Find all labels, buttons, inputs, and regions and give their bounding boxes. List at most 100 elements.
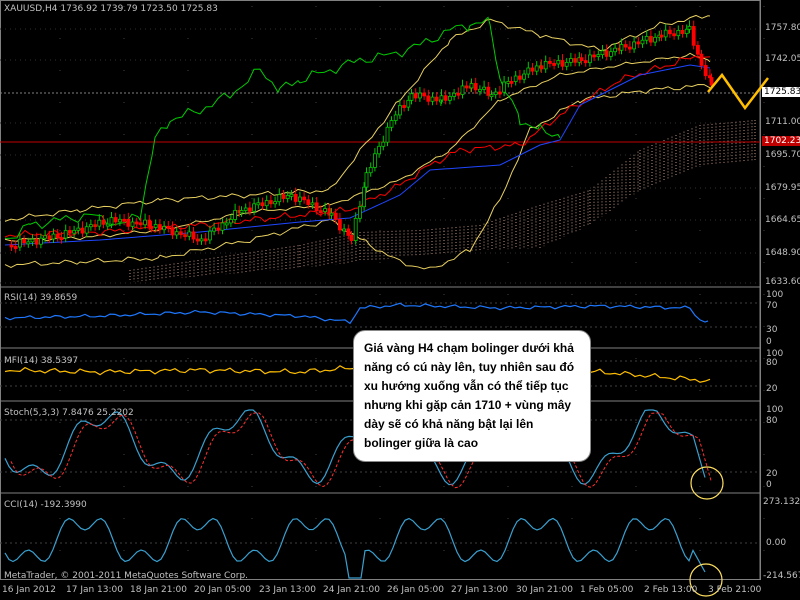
bearish-candle bbox=[402, 105, 407, 108]
bearish-candle bbox=[203, 238, 208, 242]
bearish-candle bbox=[93, 224, 97, 228]
mfi-level: 100 bbox=[766, 349, 784, 359]
bearish-candle bbox=[579, 57, 584, 61]
bullish-candle bbox=[502, 81, 507, 93]
bullish-candle bbox=[256, 202, 261, 206]
bullish-candle bbox=[17, 239, 22, 248]
stoch-header: Stoch(5,3,3) 7.8476 25.2202 bbox=[4, 408, 134, 418]
time-label: 26 Jan 05:00 bbox=[387, 585, 444, 595]
bullish-candle bbox=[143, 219, 148, 226]
bullish-candle bbox=[72, 229, 76, 234]
bullish-candle bbox=[342, 228, 347, 232]
bullish-candle bbox=[506, 81, 511, 84]
bollinger-upper-band bbox=[4, 14, 711, 222]
bearish-candle bbox=[247, 207, 252, 212]
bearish-candle bbox=[628, 46, 632, 50]
moving-average-blue bbox=[4, 64, 711, 246]
bearish-candle bbox=[703, 65, 708, 77]
bullish-candle bbox=[389, 120, 394, 128]
price-label: 1648.90 bbox=[765, 248, 800, 258]
bearish-candle bbox=[55, 233, 60, 238]
price-label: 1757.80 bbox=[765, 23, 800, 33]
bullish-candle bbox=[84, 226, 89, 234]
bearish-candle bbox=[464, 85, 469, 89]
bullish-candle bbox=[285, 195, 290, 199]
price-label: 1633.60 bbox=[765, 277, 800, 287]
bollinger-middle-band bbox=[4, 52, 711, 242]
bearish-candle bbox=[530, 67, 535, 72]
bullish-candle bbox=[187, 231, 192, 237]
time-label: 20 Jan 05:00 bbox=[194, 585, 251, 595]
bearish-candle bbox=[47, 235, 52, 240]
rsi-line bbox=[4, 302, 709, 325]
bullish-candle bbox=[406, 99, 411, 108]
rsi-header: RSI(14) 39.8659 bbox=[4, 293, 78, 303]
stoch-highlight-circle bbox=[690, 466, 724, 500]
cci-level: 0.00 bbox=[766, 538, 787, 548]
bearish-candle bbox=[216, 227, 221, 231]
bearish-candle bbox=[80, 227, 85, 234]
bullish-candle bbox=[118, 218, 122, 223]
bearish-candle bbox=[126, 218, 131, 227]
bearish-candle bbox=[346, 228, 351, 236]
moving-average-red bbox=[4, 55, 711, 238]
bullish-candle bbox=[76, 227, 81, 231]
bearish-candle bbox=[147, 219, 152, 227]
bullish-candle bbox=[26, 241, 31, 245]
bullish-candle bbox=[329, 212, 334, 216]
bullish-candle bbox=[393, 114, 398, 121]
bullish-candle bbox=[513, 75, 518, 82]
bullish-candle bbox=[397, 105, 402, 116]
bullish-candle bbox=[482, 86, 487, 90]
bearish-candle bbox=[113, 217, 118, 223]
bullish-candle bbox=[596, 54, 601, 57]
bearish-candle bbox=[101, 219, 106, 225]
bearish-candle bbox=[413, 93, 418, 99]
bearish-candle bbox=[497, 91, 502, 95]
bullish-candle bbox=[233, 209, 238, 220]
bearish-candle bbox=[592, 54, 596, 58]
bullish-candle bbox=[130, 221, 135, 227]
bullish-candle bbox=[489, 94, 494, 98]
bearish-candle bbox=[680, 30, 685, 34]
bearish-candle bbox=[623, 44, 628, 48]
bullish-candle bbox=[447, 96, 452, 101]
bearish-candle bbox=[456, 92, 461, 96]
mfi-level: 80 bbox=[766, 358, 778, 368]
bullish-candle bbox=[477, 88, 482, 92]
annotation-callout: Giá vàng H4 chạm bolinger dưới khả năng … bbox=[353, 330, 591, 462]
bullish-candle bbox=[273, 201, 278, 205]
bullish-candle bbox=[162, 226, 167, 231]
price-label: 1695.70 bbox=[765, 150, 800, 160]
bullish-candle bbox=[228, 219, 233, 224]
bullish-candle bbox=[264, 200, 269, 207]
cci-line bbox=[4, 517, 706, 579]
cci-highlight-circle bbox=[689, 563, 723, 597]
bullish-candle bbox=[600, 50, 605, 55]
bearish-candle bbox=[170, 227, 175, 236]
bullish-candle bbox=[543, 60, 548, 70]
bullish-candle bbox=[220, 222, 225, 231]
bearish-candle bbox=[560, 60, 565, 67]
bearish-candle bbox=[486, 86, 491, 96]
bullish-candle bbox=[207, 230, 212, 241]
mfi-level: 20 bbox=[766, 384, 778, 394]
bullish-candle bbox=[43, 235, 47, 239]
bullish-candle bbox=[676, 30, 681, 37]
bullish-candle bbox=[199, 238, 204, 242]
bullish-candle bbox=[39, 237, 43, 245]
bearish-candle bbox=[157, 224, 162, 231]
bullish-candle bbox=[377, 145, 382, 155]
bearish-candle bbox=[434, 96, 439, 102]
bullish-candle bbox=[613, 47, 617, 53]
bearish-candle bbox=[649, 36, 653, 43]
bullish-candle bbox=[353, 217, 358, 241]
bearish-candle bbox=[636, 41, 641, 45]
price-label: 1679.95 bbox=[765, 183, 800, 193]
bullish-candle bbox=[277, 194, 282, 203]
bearish-candle bbox=[302, 196, 307, 201]
bullish-candle bbox=[653, 36, 657, 43]
bullish-candle bbox=[323, 208, 328, 212]
bullish-candle bbox=[97, 219, 102, 227]
